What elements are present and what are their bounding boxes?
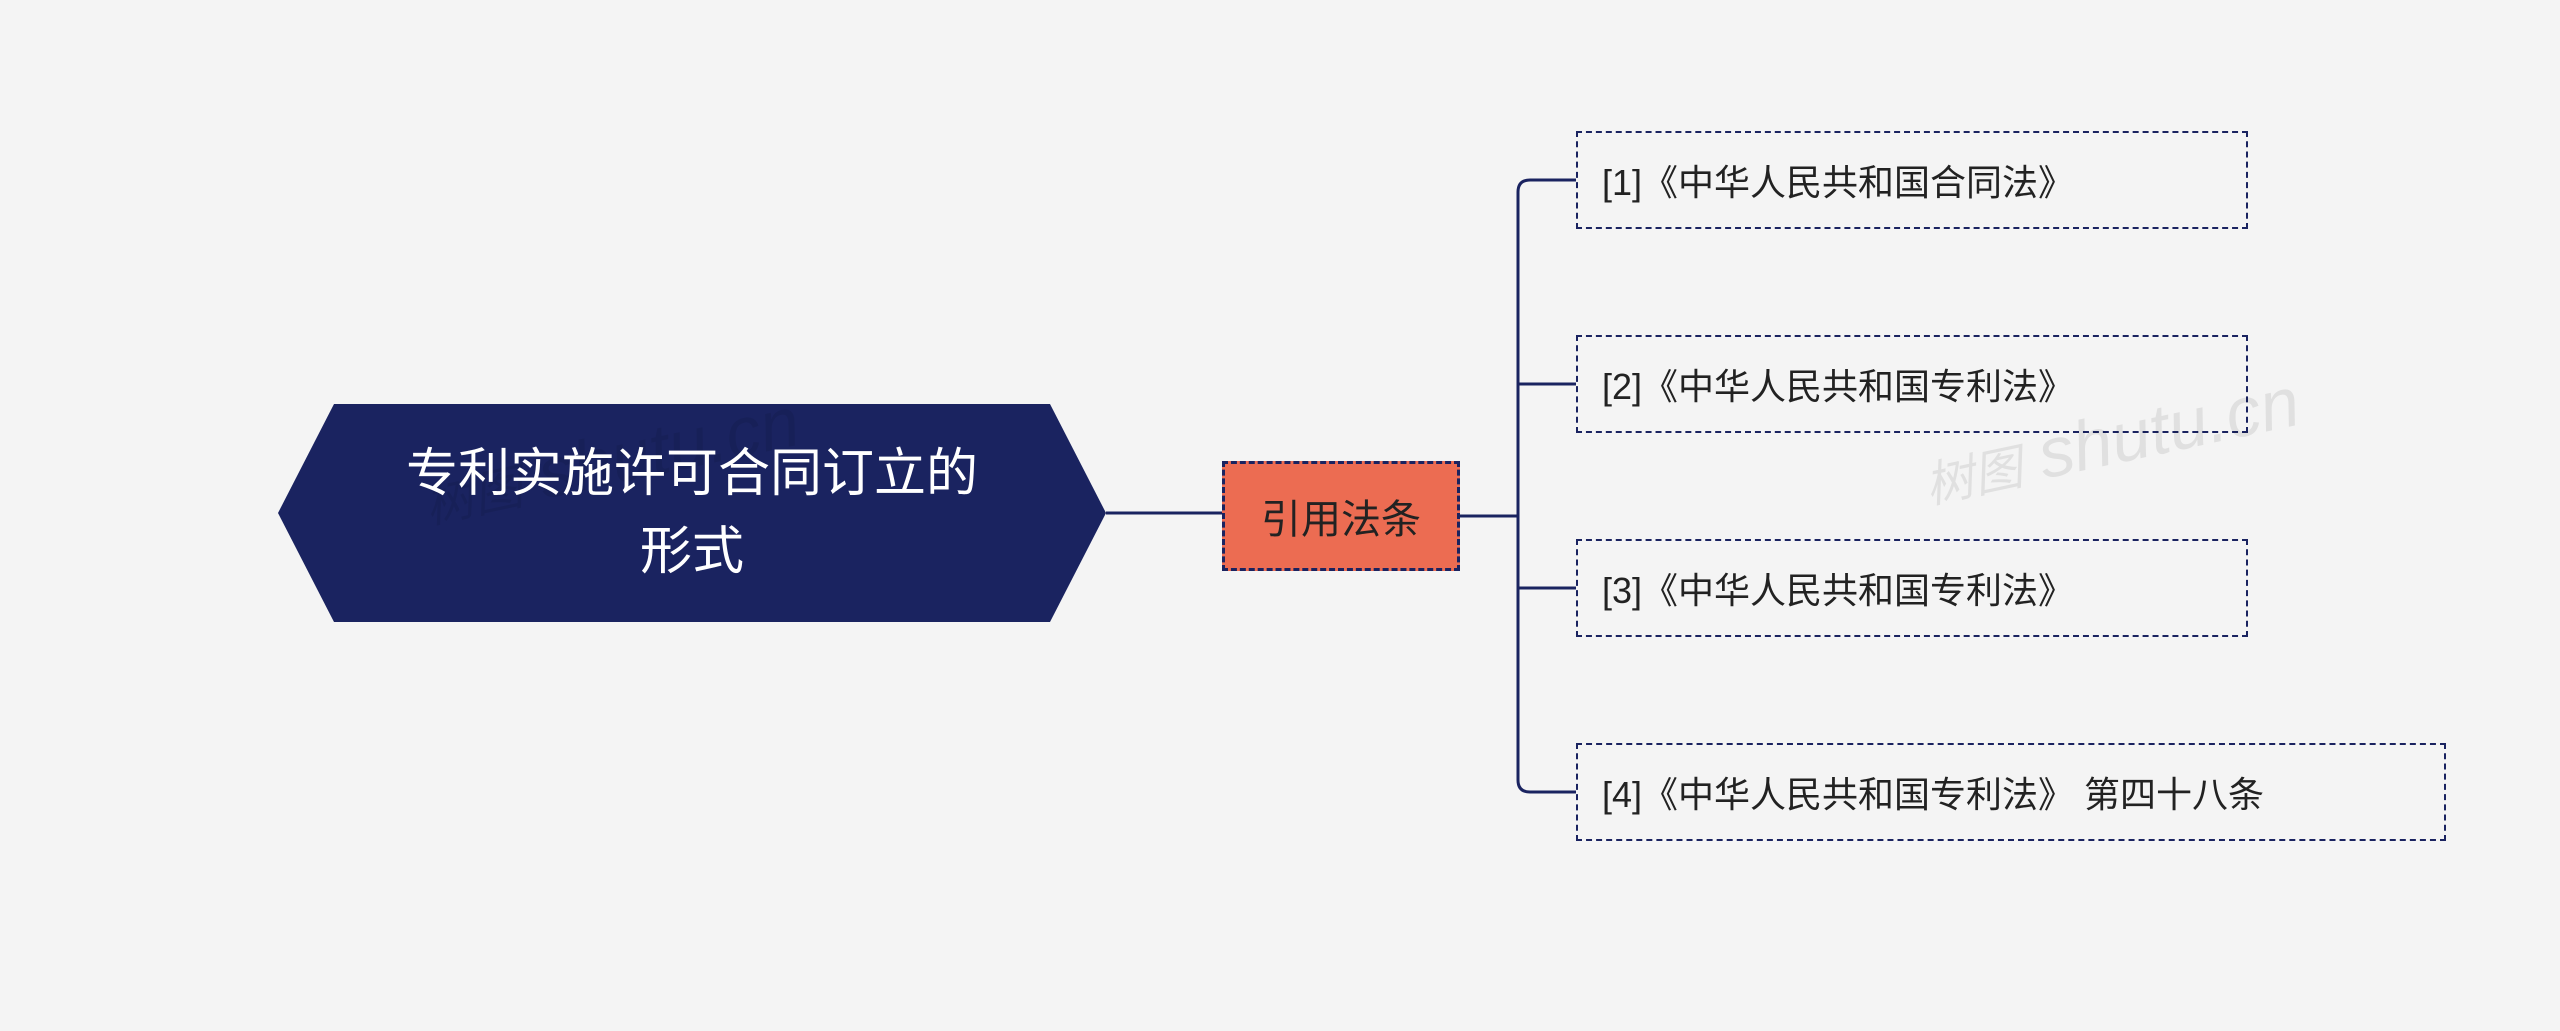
mid-node[interactable]: 引用法条 [1222, 461, 1460, 571]
mid-node-label: 引用法条 [1261, 487, 1421, 545]
leaf-node[interactable]: [1]《中华人民共和国合同法》 [1576, 131, 2248, 229]
leaf-node[interactable]: [2]《中华人民共和国专利法》 [1576, 335, 2248, 433]
root-node-label: 专利实施许可合同订立的 形式 [346, 435, 1038, 591]
leaf-node-label: [1]《中华人民共和国合同法》 [1602, 154, 2074, 206]
leaf-node-label: [2]《中华人民共和国专利法》 [1602, 358, 2074, 410]
leaf-node-label: [4]《中华人民共和国专利法》 第四十八条 [1602, 766, 2264, 818]
leaf-node-label: [3]《中华人民共和国专利法》 [1602, 562, 2074, 614]
leaf-node[interactable]: [3]《中华人民共和国专利法》 [1576, 539, 2248, 637]
root-node[interactable]: 专利实施许可合同订立的 形式 [278, 404, 1106, 622]
mindmap-canvas: 专利实施许可合同订立的 形式 引用法条 [1]《中华人民共和国合同法》 [2]《中… [0, 0, 2560, 1031]
leaf-node[interactable]: [4]《中华人民共和国专利法》 第四十八条 [1576, 743, 2446, 841]
